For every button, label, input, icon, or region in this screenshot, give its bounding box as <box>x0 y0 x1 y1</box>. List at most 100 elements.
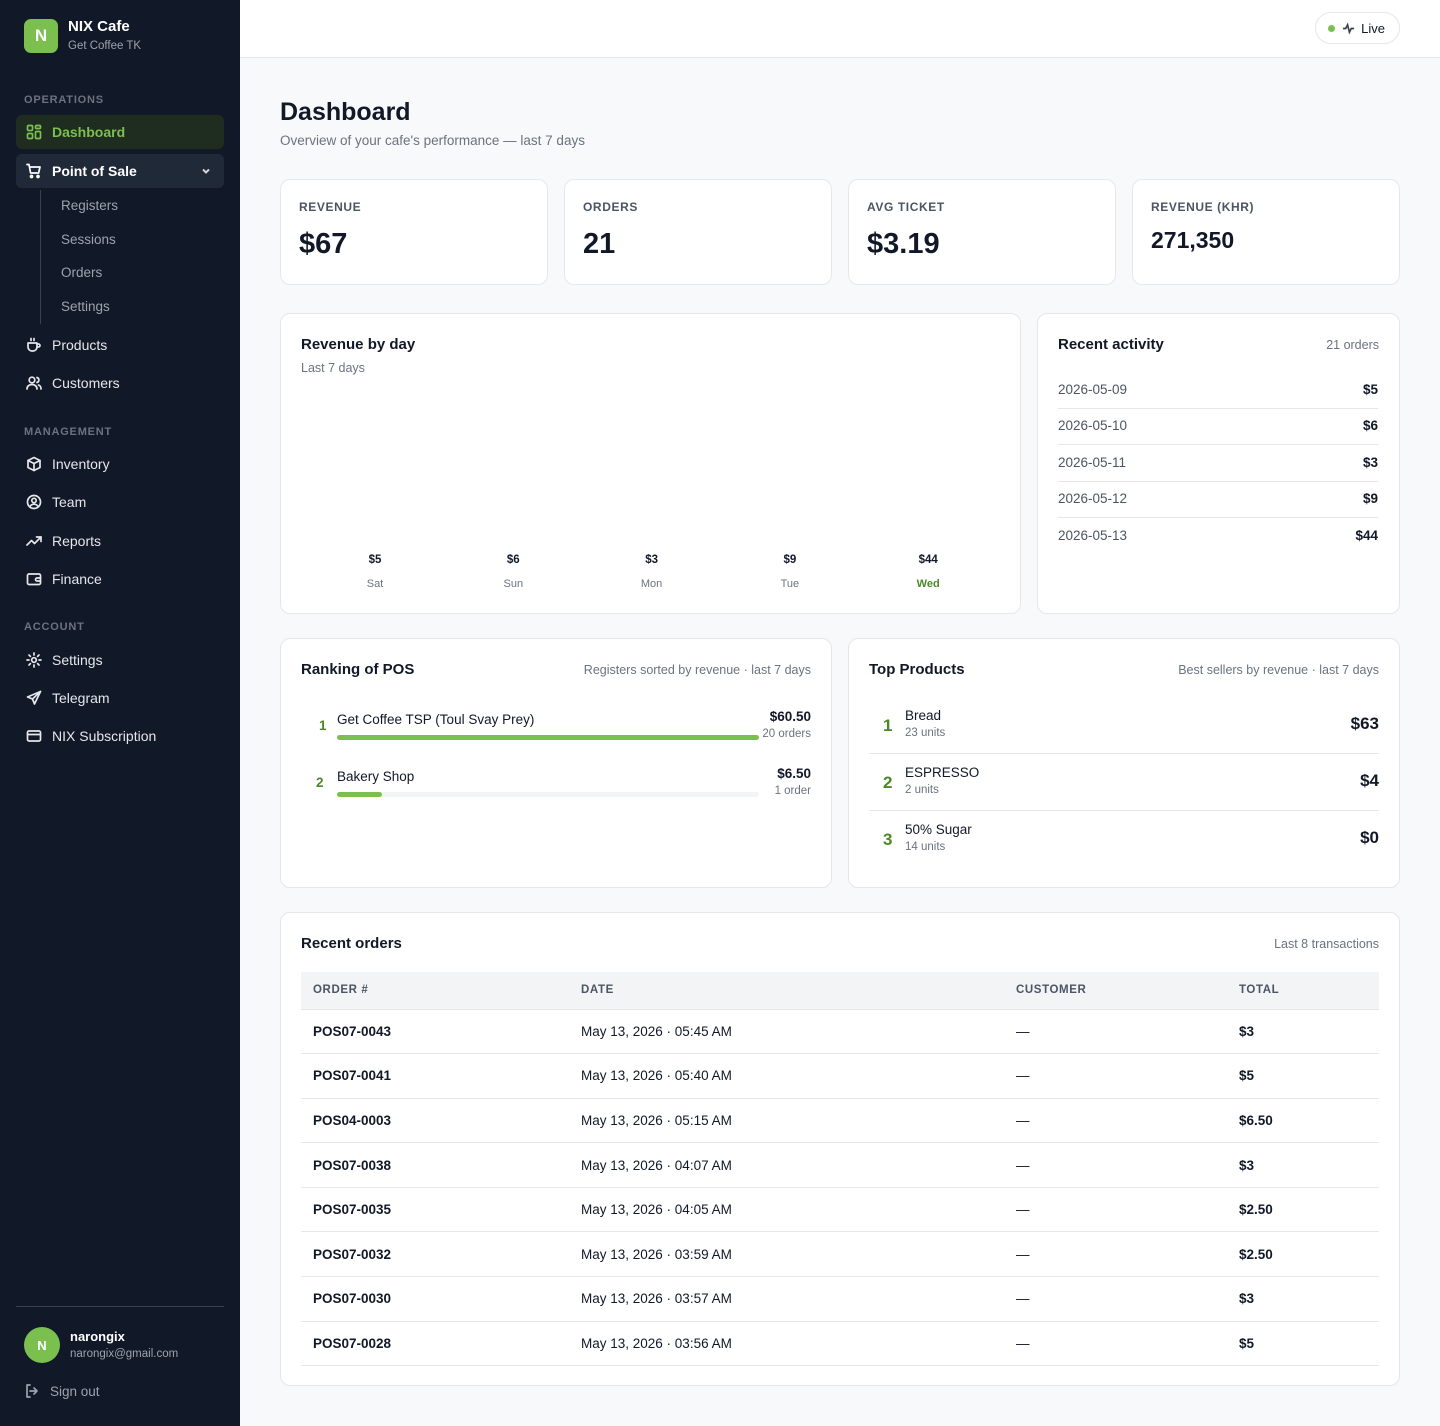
orders-table: ORDER # DATE CUSTOMER TOTAL POS07-0043 Ma… <box>301 972 1379 1367</box>
recent-activity-card: Recent activity 21 orders 2026-05-09 $5 … <box>1037 313 1400 614</box>
product-row[interactable]: 2 ESPRESSO 2 units $4 <box>869 754 1379 811</box>
sidebar-item-label: Inventory <box>52 456 110 472</box>
user-circle-icon <box>26 494 42 510</box>
column-header-order: ORDER # <box>301 972 569 1010</box>
sign-out-label: Sign out <box>50 1383 100 1399</box>
sidebar-item-team[interactable]: Team <box>16 485 224 519</box>
product-row[interactable]: 1 Bread 23 units $63 <box>869 697 1379 754</box>
bar-column-sat[interactable]: $5 Sat <box>335 554 415 590</box>
column-header-total: TOTAL <box>1227 972 1379 1010</box>
send-icon <box>26 690 42 706</box>
bar-column-tue[interactable]: $9 Tue <box>750 554 830 590</box>
order-total: $3 <box>1227 1276 1379 1322</box>
product-rank: 1 <box>883 716 893 735</box>
sidebar-item-label: Customers <box>52 375 120 391</box>
activity-row[interactable]: 2026-05-13 $44 <box>1058 519 1378 555</box>
sidebar-item-label: Team <box>52 494 87 510</box>
sidebar-subitem-settings[interactable]: Settings <box>61 299 110 314</box>
activity-amount: $3 <box>1362 455 1378 470</box>
activity-row[interactable]: 2026-05-12 $9 <box>1058 482 1378 518</box>
sidebar-item-label: Point of Sale <box>52 163 137 179</box>
bar-column-sun[interactable]: $6 Sun <box>473 554 553 590</box>
bar-category-label: Sat <box>366 578 384 590</box>
kpi-card-revenue: REVENUE $67 <box>280 179 548 285</box>
register-name[interactable]: Get Coffee TSP (Toul Svay Prey) <box>337 712 535 727</box>
bar-category-label: Wed <box>916 578 940 590</box>
product-name: 50% Sugar <box>905 822 972 837</box>
gear-icon <box>26 652 42 668</box>
order-date: May 13, 2026 · 05:45 AM <box>569 1009 1004 1055</box>
avatar[interactable]: N <box>24 1327 60 1363</box>
live-indicator[interactable]: Live <box>1315 12 1400 44</box>
activity-row[interactable]: 2026-05-09 $5 <box>1058 373 1378 409</box>
order-total: $3 <box>1227 1142 1379 1188</box>
page-title: Dashboard <box>280 98 411 126</box>
bar-column-wed[interactable]: $44 Wed <box>888 554 968 590</box>
user-email: narongix@gmail.com <box>70 1348 179 1360</box>
table-row[interactable]: POS04-0003 May 13, 2026 · 05:15 AM — $6.50 <box>301 1098 1379 1144</box>
sidebar-item-subscription[interactable]: NIX Subscription <box>16 719 224 753</box>
sidebar-item-reports[interactable]: Reports <box>16 524 224 558</box>
activity-row[interactable]: 2026-05-10 $6 <box>1058 409 1378 445</box>
sidebar-item-customers[interactable]: Customers <box>16 366 224 400</box>
pos-ranking-card: Ranking of POS Registers sorted by reven… <box>280 638 832 888</box>
sidebar-item-inventory[interactable]: Inventory <box>16 447 224 481</box>
table-row[interactable]: POS07-0038 May 13, 2026 · 04:07 AM — $3 <box>301 1142 1379 1188</box>
order-number: POS07-0028 <box>301 1321 569 1367</box>
order-number: POS04-0003 <box>301 1098 569 1144</box>
activity-icon <box>1343 21 1355 35</box>
kpi-label: ORDERS <box>583 200 638 214</box>
live-label: Live <box>1361 20 1385 36</box>
activity-amount: $5 <box>1362 382 1378 397</box>
rank-number: 1 <box>319 718 327 733</box>
kpi-label: REVENUE (KHR) <box>1151 200 1255 214</box>
order-total: $2.50 <box>1227 1231 1379 1278</box>
product-rank: 3 <box>883 830 893 849</box>
activity-count: 21 orders <box>1326 338 1379 352</box>
register-name[interactable]: Bakery Shop <box>337 769 415 784</box>
activity-date: 2026-05-11 <box>1058 455 1127 470</box>
brand-subtitle: Get Coffee TK <box>68 40 142 52</box>
sidebar-subitem-registers[interactable]: Registers <box>61 198 119 213</box>
kpi-label: AVG TICKET <box>867 200 945 214</box>
card-meta: Best sellers by revenue · last 7 days <box>1178 663 1379 677</box>
kpi-card-avg-ticket: AVG TICKET $3.19 <box>848 179 1116 285</box>
sidebar-item-finance[interactable]: Finance <box>16 562 224 596</box>
table-row[interactable]: POS07-0041 May 13, 2026 · 05:40 AM — $5 <box>301 1053 1379 1099</box>
table-row[interactable]: POS07-0028 May 13, 2026 · 03:56 AM — $5 <box>301 1321 1379 1367</box>
table-row[interactable]: POS07-0030 May 13, 2026 · 03:57 AM — $3 <box>301 1276 1379 1322</box>
sidebar-item-telegram[interactable]: Telegram <box>16 681 224 715</box>
bar-value-label: $5 <box>368 554 382 566</box>
cart-icon <box>26 163 42 179</box>
kpi-card-revenue-khr: REVENUE (KHR) 271,350 <box>1132 179 1400 285</box>
order-number: POS07-0041 <box>301 1053 569 1099</box>
table-row[interactable]: POS07-0035 May 13, 2026 · 04:05 AM — $2.50 <box>301 1187 1379 1233</box>
sign-out-button[interactable]: Sign out <box>24 1383 100 1399</box>
card-title: Revenue by day <box>301 336 416 353</box>
sidebar-subitem-sessions[interactable]: Sessions <box>61 232 116 247</box>
order-number: POS07-0030 <box>301 1276 569 1322</box>
bar-category-label: Tue <box>780 578 800 590</box>
activity-row[interactable]: 2026-05-11 $3 <box>1058 446 1378 482</box>
brand-logo: N <box>24 19 58 53</box>
table-row[interactable]: POS07-0032 May 13, 2026 · 03:59 AM — $2.50 <box>301 1231 1379 1278</box>
sidebar-item-settings[interactable]: Settings <box>16 643 224 677</box>
sidebar-item-products[interactable]: Products <box>16 328 224 362</box>
bar-value-label: $44 <box>918 554 938 566</box>
top-products-card: Top Products Best sellers by revenue · l… <box>848 638 1400 888</box>
column-header-date: DATE <box>569 972 1004 1010</box>
sidebar-item-dashboard[interactable]: Dashboard <box>16 115 224 149</box>
product-row[interactable]: 3 50% Sugar 14 units $0 <box>869 811 1379 868</box>
activity-amount: $6 <box>1362 418 1378 433</box>
order-customer: — <box>1004 1231 1227 1278</box>
grid-icon <box>26 124 42 140</box>
bar-column-mon[interactable]: $3 Mon <box>612 554 692 590</box>
order-customer: — <box>1004 1142 1227 1188</box>
activity-amount: $44 <box>1355 528 1378 543</box>
brand[interactable]: N NIX Cafe Get Coffee TK <box>24 18 141 54</box>
sidebar-subitem-orders[interactable]: Orders <box>61 265 103 280</box>
sidebar-item-point-of-sale[interactable]: Point of Sale <box>16 154 224 188</box>
register-orders: 1 order <box>774 785 811 797</box>
product-revenue: $0 <box>1360 828 1379 847</box>
table-row[interactable]: POS07-0043 May 13, 2026 · 05:45 AM — $3 <box>301 1009 1379 1055</box>
